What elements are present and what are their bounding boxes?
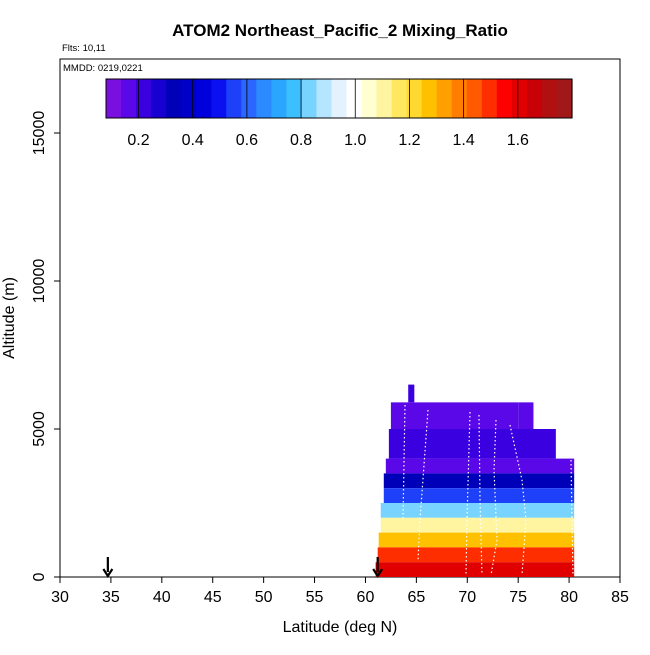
- x-tick-label: 60: [357, 589, 375, 606]
- colorbar-swatch: [481, 79, 498, 118]
- flight-track-line: [490, 419, 498, 576]
- y-tick-label: 0: [31, 572, 48, 581]
- colorbar-swatch: [346, 79, 363, 118]
- colorbar-swatch: [181, 79, 197, 118]
- colorbar-swatch: [511, 79, 528, 118]
- data-cell: [388, 429, 556, 459]
- data-cell: [377, 547, 575, 563]
- colorbar-swatch: [226, 79, 242, 118]
- colorbar-swatch: [196, 79, 212, 118]
- x-tick-label: 50: [255, 589, 273, 606]
- x-tick-label: 85: [611, 589, 629, 606]
- colorbar: 0.2 0.4 0.6 0.8 1.0 1.2 1.4 1.6: [105, 78, 573, 149]
- colorbar-swatch: [316, 79, 333, 118]
- colorbar-tick-label: 0.4: [182, 132, 204, 149]
- colorbar-swatch: [496, 79, 513, 118]
- x-axis: 30 35 40 45 50 55 60 65 70 75 80 85: [51, 577, 629, 606]
- colorbar-tick-label: 0.8: [290, 132, 312, 149]
- colorbar-swatch: [556, 79, 573, 118]
- x-tick-label: 40: [153, 589, 171, 606]
- data-cell: [378, 532, 575, 548]
- colorbar-swatch: [541, 79, 558, 118]
- profile-marker-arrowhead: [372, 568, 384, 579]
- colorbar-frame: [105, 78, 573, 119]
- colorbar-swatch: [406, 79, 423, 118]
- data-cell: [408, 384, 415, 403]
- colorbar-swatch: [241, 79, 257, 118]
- data-cell: [385, 458, 575, 474]
- flights-label: Flts: 10,11: [62, 43, 106, 54]
- y-tick-label: 5000: [31, 411, 48, 447]
- data-cell: [375, 562, 575, 577]
- flight-track-line: [478, 414, 483, 576]
- colorbar-tick-label: 0.6: [236, 132, 258, 149]
- data-cells: [375, 384, 575, 577]
- flight-track-line: [570, 459, 574, 576]
- data-cell: [380, 517, 575, 533]
- data-cell: [518, 402, 534, 429]
- colorbar-swatch: [256, 79, 272, 118]
- colorbar-swatch: [466, 79, 483, 118]
- data-cell: [383, 488, 575, 503]
- x-tick-label: 55: [306, 589, 324, 606]
- x-tick-label: 45: [204, 589, 222, 606]
- profile-markers: [102, 557, 384, 579]
- flight-track-line: [465, 411, 471, 576]
- x-tick-label: 70: [458, 589, 476, 606]
- chart-title: ATOM2 Northeast_Pacific_2 Mixing_Ratio: [172, 21, 508, 40]
- flight-track-line: [509, 424, 527, 576]
- colorbar-tick-label: 1.4: [453, 132, 475, 149]
- data-cell: [380, 503, 575, 518]
- colorbar-swatch: [151, 79, 167, 118]
- colorbar-swatch: [211, 79, 227, 118]
- y-axis: 0 5000 10000 15000: [31, 111, 60, 581]
- colorbar-swatch: [376, 79, 393, 118]
- colorbar-tick-label: 1.6: [507, 132, 529, 149]
- y-tick-label: 15000: [31, 111, 48, 156]
- colorbar-swatch: [421, 79, 438, 118]
- colorbar-swatch: [331, 79, 348, 118]
- colorbar-swatch: [286, 79, 303, 118]
- colorbar-swatch: [451, 79, 468, 118]
- colorbar-swatch: [166, 79, 182, 118]
- colorbar-swatch: [361, 79, 378, 118]
- x-axis-label: Latitude (deg N): [283, 619, 398, 636]
- colorbar-swatch: [106, 79, 122, 118]
- colorbar-swatch: [526, 79, 543, 118]
- colorbar-swatch: [436, 79, 453, 118]
- x-tick-label: 30: [51, 589, 69, 606]
- colorbar-swatch: [121, 79, 137, 118]
- x-tick-label: 80: [560, 589, 578, 606]
- profile-lines: [402, 404, 574, 576]
- y-axis-label: Altitude (m): [1, 277, 18, 359]
- y-tick-label: 10000: [31, 259, 48, 304]
- x-tick-label: 65: [407, 589, 425, 606]
- dates-label: MMDD: 0219,0221: [63, 63, 143, 74]
- x-tick-label: 75: [509, 589, 527, 606]
- data-cell: [390, 402, 519, 429]
- profile-marker-arrowhead: [102, 568, 114, 579]
- colorbar-swatch: [301, 79, 318, 118]
- x-tick-label: 35: [102, 589, 120, 606]
- colorbar-tick-label: 1.0: [344, 132, 366, 149]
- data-cell: [383, 473, 575, 489]
- colorbar-tick-label: 1.2: [398, 132, 420, 149]
- flight-track-line: [417, 409, 429, 561]
- colorbar-swatch: [391, 79, 408, 118]
- colorbar-swatch: [271, 79, 287, 118]
- colorbar-tick-label: 0.2: [127, 132, 149, 149]
- colorbar-swatch: [136, 79, 152, 118]
